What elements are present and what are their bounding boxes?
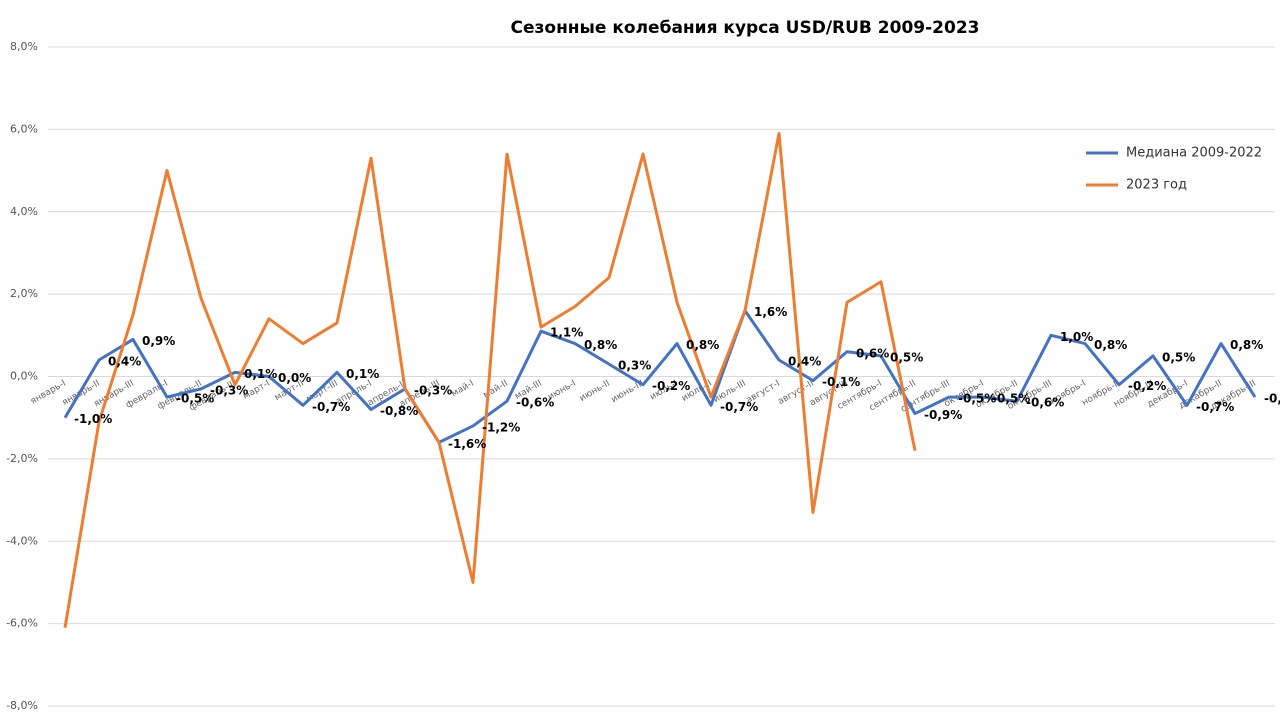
data-label: 0,8% <box>584 338 617 352</box>
y-tick-label: 8,0% <box>10 40 38 53</box>
data-label: -0,5% <box>1264 392 1280 406</box>
y-tick-label: -4,0% <box>6 534 38 547</box>
data-label: -0,6% <box>516 396 554 410</box>
data-label: -0,5% <box>992 392 1030 406</box>
data-label: 0,4% <box>788 355 821 369</box>
y-tick-label: 4,0% <box>10 205 38 218</box>
data-label: 0,5% <box>1162 350 1195 364</box>
line-series <box>63 131 917 628</box>
data-label: 0,0% <box>278 371 311 385</box>
data-label: 0,8% <box>1230 338 1263 352</box>
data-label: -1,6% <box>448 437 486 451</box>
data-label: -0,1% <box>822 375 860 389</box>
y-tick-label: 6,0% <box>10 122 38 135</box>
data-label: -0,8% <box>380 404 418 418</box>
data-label: -0,9% <box>924 408 962 422</box>
x-tick-label: май-I <box>450 379 476 400</box>
data-label: -0,7% <box>312 400 350 414</box>
data-label: 0,5% <box>890 350 923 364</box>
data-label: 0,6% <box>856 346 889 360</box>
data-label: -0,7% <box>1196 400 1234 414</box>
y-tick-label: 0,0% <box>10 370 38 383</box>
data-label: -0,2% <box>652 379 690 393</box>
data-label: -0,3% <box>210 383 248 397</box>
data-label: -0,5% <box>958 392 996 406</box>
y-tick-label: -2,0% <box>6 452 38 465</box>
data-label: -0,3% <box>414 383 452 397</box>
chart-title: Сезонные колебания курса USD/RUB 2009-20… <box>511 18 980 38</box>
y-tick-label: -8,0% <box>6 699 38 712</box>
data-label: 0,1% <box>244 367 277 381</box>
data-label: -0,7% <box>720 400 758 414</box>
data-label: 0,8% <box>1094 338 1127 352</box>
data-label: 1,1% <box>550 326 583 340</box>
x-tick-label: май-II <box>482 379 510 401</box>
data-label: 1,0% <box>1060 330 1093 344</box>
data-label: -0,5% <box>176 392 214 406</box>
y-tick-label: 2,0% <box>10 287 38 300</box>
x-tick-label: июнь-II <box>578 379 612 404</box>
data-label: -0,6% <box>1026 396 1064 410</box>
data-label: 0,8% <box>686 338 719 352</box>
line-series <box>63 309 1257 444</box>
data-label: -1,2% <box>482 420 520 434</box>
data-label: 0,1% <box>346 367 379 381</box>
data-label: 0,9% <box>142 334 175 348</box>
y-tick-label: -6,0% <box>6 617 38 630</box>
legend-label: 2023 год <box>1126 178 1187 193</box>
data-label: 0,4% <box>108 355 141 369</box>
data-label: -1,0% <box>74 412 112 426</box>
data-label: 0,3% <box>618 359 651 373</box>
legend-label: Медиана 2009-2022 <box>1126 146 1262 161</box>
data-label: 1,6% <box>754 305 787 319</box>
data-label: -0,2% <box>1128 379 1166 393</box>
